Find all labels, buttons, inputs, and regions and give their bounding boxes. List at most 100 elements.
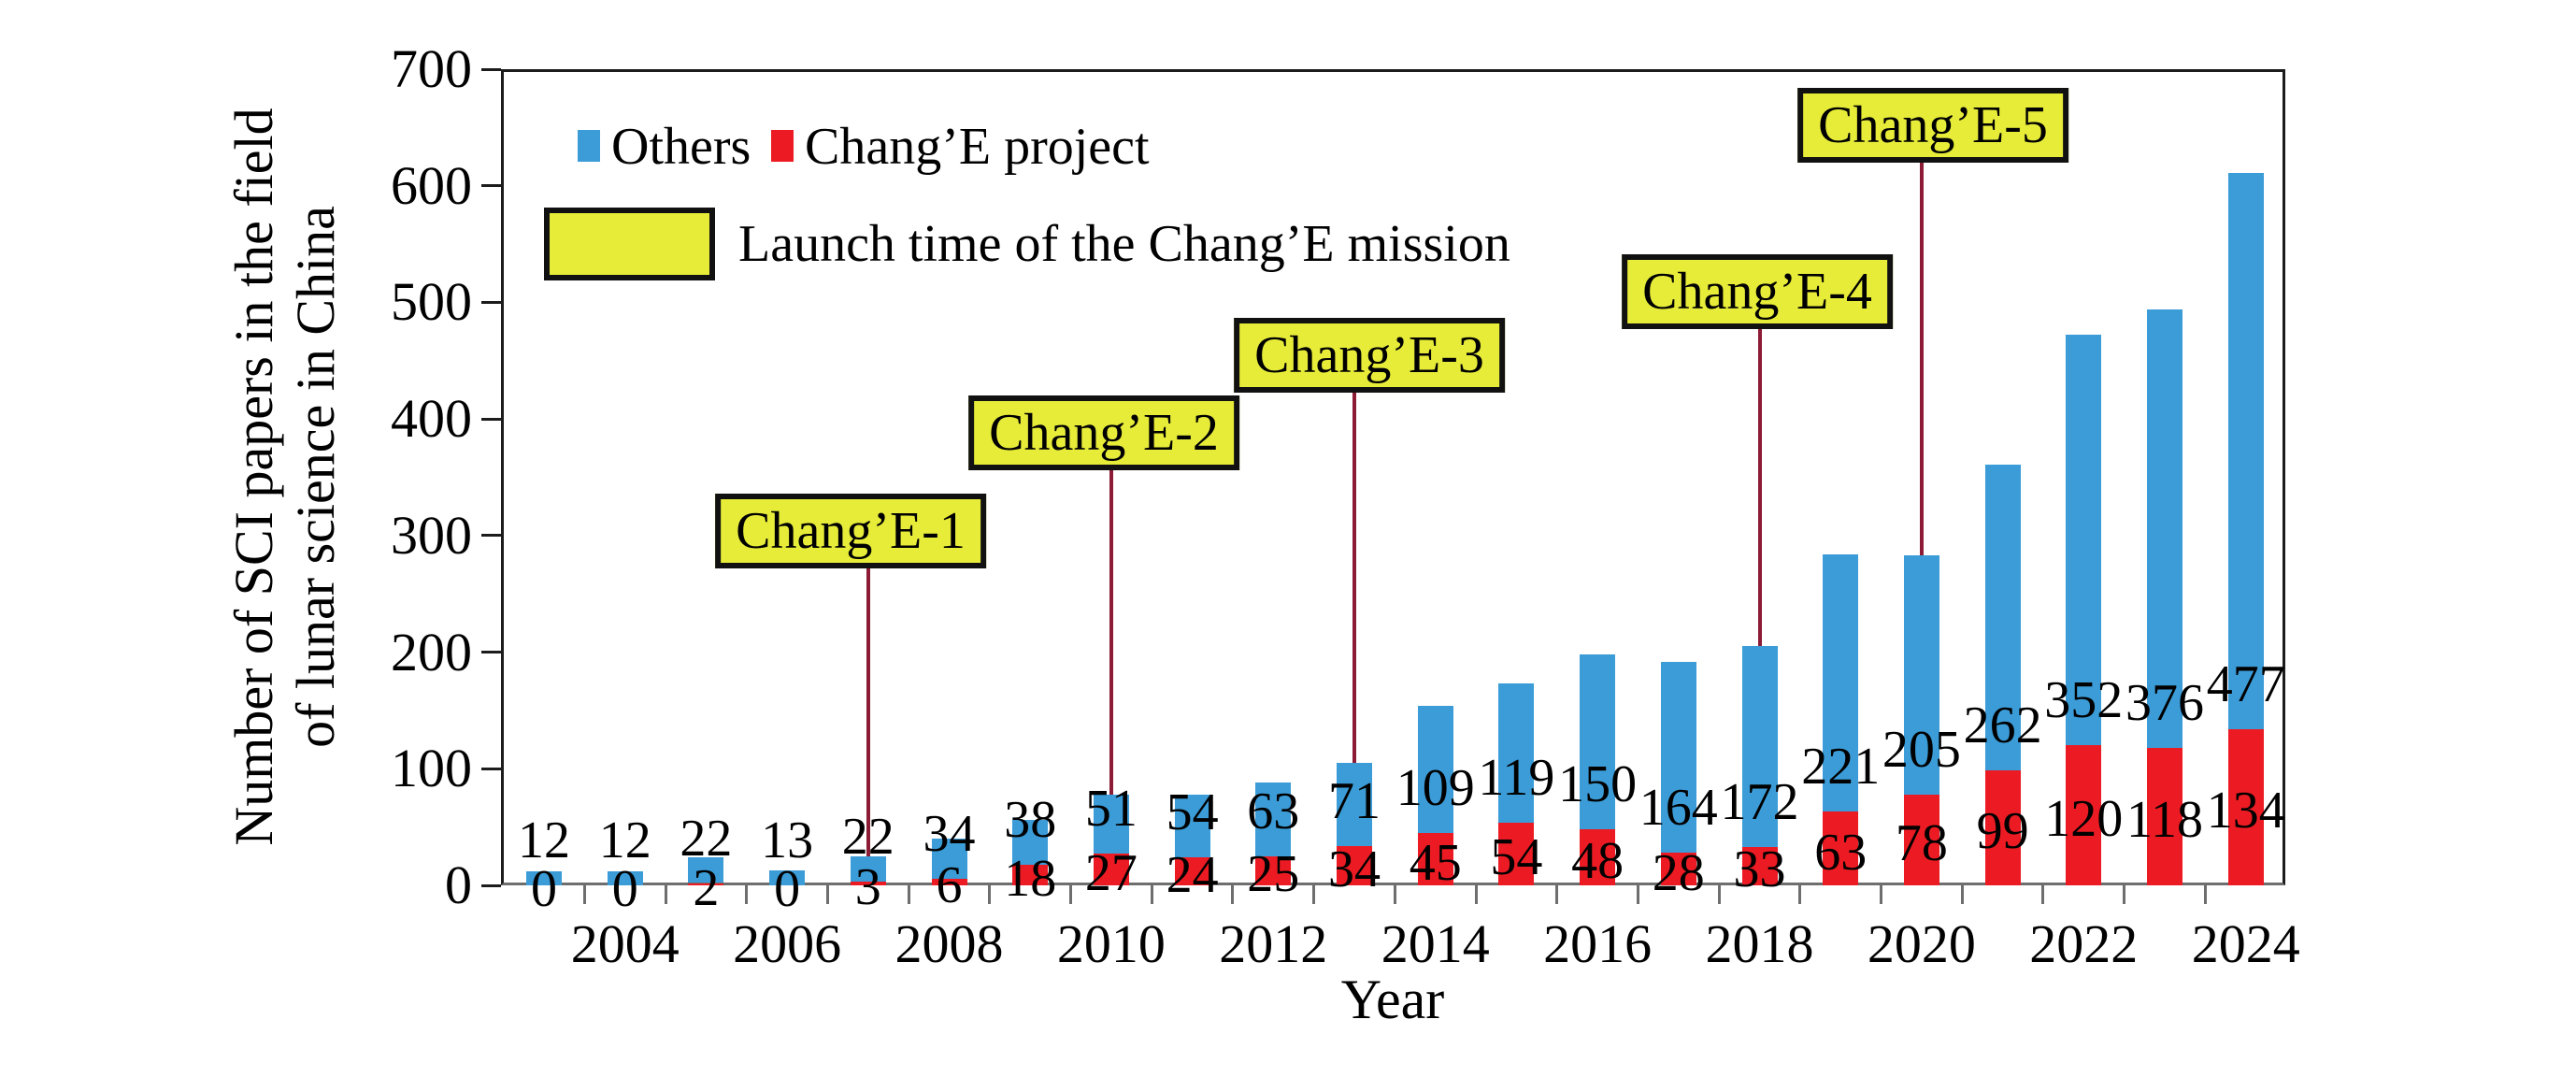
others-bar-segment — [769, 869, 806, 885]
y-axis-tick-label: 200 — [391, 621, 472, 682]
y-axis-tick — [481, 534, 501, 538]
others-bar-segment — [1984, 464, 2021, 770]
launch-callout-2: Chang’E-2 — [968, 395, 1239, 470]
launch-callout-3: Chang’E-3 — [1234, 318, 1505, 393]
change-value-label: 27 — [1084, 844, 1138, 903]
plot-frame — [501, 69, 2285, 885]
x-axis-title: Year — [1340, 969, 1445, 1030]
x-axis-tick — [1069, 885, 1073, 904]
y-axis-tick — [481, 417, 501, 421]
change-value-label: 99 — [1976, 802, 2029, 861]
y-axis-tick — [481, 767, 501, 770]
others-bar-segment — [1498, 683, 1535, 823]
others-value-label: 22 — [841, 808, 894, 867]
change-value-label: 0 — [611, 860, 638, 918]
change-project-bar-segment — [2147, 747, 2182, 885]
change-project-bar-segment — [1580, 829, 1616, 885]
x-axis-year-label: 2012 — [1219, 913, 1328, 974]
others-bar-segment — [607, 871, 643, 885]
change-value-label: 34 — [1328, 840, 1381, 898]
change-project-bar-segment — [1417, 832, 1453, 885]
y-axis-tick — [481, 184, 501, 188]
change-project-bar-segment — [1093, 854, 1129, 885]
change-value-label: 78 — [1895, 814, 1948, 873]
x-axis-tick — [907, 885, 910, 904]
change-value-label: 33 — [1733, 840, 1786, 899]
others-value-label: 205 — [1882, 720, 1961, 779]
others-value-label: 221 — [1801, 738, 1881, 797]
x-axis-tick — [1798, 885, 1802, 904]
x-axis-year-label: 2022 — [2029, 913, 2139, 974]
x-axis-tick — [988, 885, 992, 904]
change-value-label: 120 — [2044, 790, 2124, 849]
others-bar-segment — [1903, 555, 1939, 795]
y-axis-tick — [481, 300, 501, 304]
launch-leader-line — [1919, 163, 1924, 556]
x-axis-year-label: 2010 — [1056, 913, 1166, 974]
others-value-label: 51 — [1084, 780, 1138, 839]
y-axis-tick — [481, 883, 501, 887]
others-bar-segment — [1417, 705, 1453, 833]
launch-callout-1: Chang’E-1 — [715, 494, 986, 568]
others-legend-label: Others — [611, 118, 751, 176]
change-value-label: 3 — [854, 858, 881, 917]
x-axis-year-label: 2016 — [1543, 913, 1653, 974]
others-bar-segment — [1823, 553, 1859, 812]
change-project-bar-segment — [850, 882, 886, 885]
others-value-label: 262 — [1963, 696, 2042, 754]
y-axis-tick-label: 500 — [391, 271, 472, 333]
others-value-label: 34 — [923, 804, 976, 863]
launch-time-legend-label: Launch time of the Chang’E mission — [738, 215, 1510, 273]
x-axis-tick — [825, 885, 829, 904]
others-value-label: 38 — [1004, 790, 1057, 849]
x-axis-tick — [1231, 885, 1235, 904]
x-axis-year-label: 2018 — [1705, 913, 1814, 974]
others-bar-segment — [1093, 794, 1129, 854]
change-value-label: 48 — [1571, 832, 1624, 891]
change-project-bar-segment — [1255, 855, 1292, 885]
change-value-label: 45 — [1409, 833, 1462, 892]
change-value-label: 0 — [531, 860, 557, 918]
others-bar-segment — [1012, 820, 1049, 865]
others-value-label: 54 — [1166, 783, 1219, 842]
x-axis-tick — [664, 885, 667, 904]
y-axis-tick — [481, 651, 501, 654]
x-axis-tick — [1636, 885, 1639, 904]
y-axis-tick-label: 600 — [391, 154, 472, 216]
others-value-label: 477 — [2206, 654, 2285, 713]
change-value-label: 118 — [2126, 791, 2203, 850]
change-project-bar-segment — [688, 883, 724, 885]
others-value-label: 150 — [1558, 755, 1638, 814]
others-value-label: 13 — [761, 811, 814, 869]
others-value-label: 376 — [2125, 673, 2204, 732]
others-bar-segment — [2066, 335, 2102, 746]
x-axis-tick — [1474, 885, 1478, 904]
launch-leader-line — [1352, 393, 1356, 764]
change-project-bar-segment — [1660, 853, 1696, 885]
x-axis-tick — [1393, 885, 1396, 904]
others-value-label: 22 — [680, 809, 733, 868]
x-axis-tick — [745, 885, 749, 904]
x-axis-tick — [1717, 885, 1721, 904]
x-axis-tick — [582, 885, 586, 904]
launch-leader-line — [1757, 329, 1762, 647]
others-bar-segment — [1174, 794, 1210, 858]
others-bar-segment — [2147, 309, 2182, 748]
x-axis-year-label: 2020 — [1867, 913, 1976, 974]
y-axis-tick-label: 300 — [391, 504, 472, 566]
y-axis-title: Number of SCI papers in the field of lun… — [223, 56, 347, 898]
others-value-label: 172 — [1720, 772, 1799, 831]
others-value-label: 63 — [1247, 782, 1300, 840]
x-axis-tick — [2203, 885, 2207, 904]
others-bar-segment — [850, 855, 886, 883]
y-axis-tick-label: 700 — [391, 38, 472, 99]
change-project-bar-segment — [1903, 794, 1939, 885]
launch-time-legend-box — [544, 208, 715, 280]
x-axis-tick — [1150, 885, 1153, 904]
y-axis-tick-label: 100 — [391, 738, 472, 799]
x-axis-tick — [1555, 885, 1559, 904]
others-bar-segment — [1580, 654, 1616, 830]
change-value-label: 63 — [1814, 823, 1868, 882]
change-project-bar-segment — [1984, 769, 2021, 885]
